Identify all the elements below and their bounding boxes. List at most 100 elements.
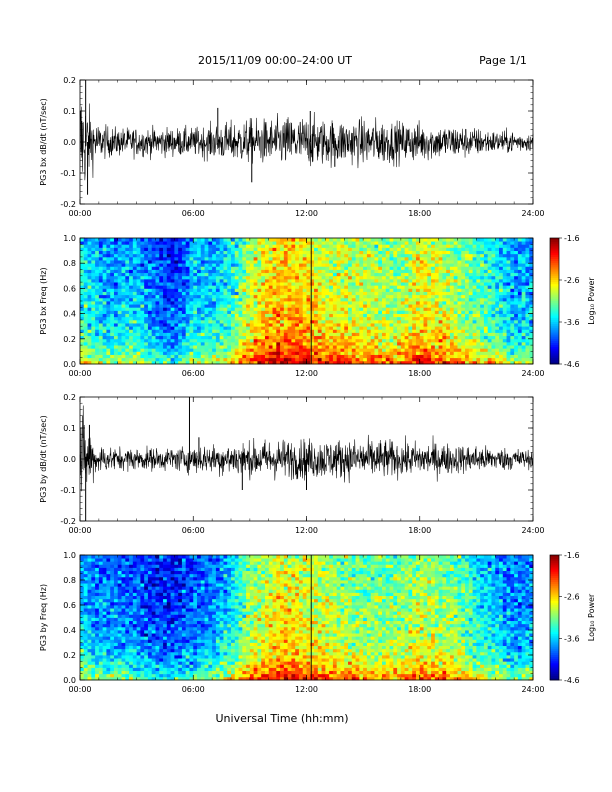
spectrogram-cell — [468, 329, 473, 333]
spectrogram-cell — [91, 241, 96, 245]
spectrogram-cell — [423, 244, 428, 248]
spectrogram-cell — [121, 282, 126, 286]
spectrogram-cell — [457, 307, 462, 311]
spectrogram-cell — [185, 360, 190, 365]
spectrogram-cell — [310, 244, 315, 248]
spectrogram-cell — [197, 348, 202, 352]
spectrogram-cell — [510, 266, 515, 270]
spectrogram-cell — [514, 357, 519, 362]
spectrogram-cell — [374, 291, 379, 296]
spectrogram-cell — [253, 348, 258, 352]
spectrogram-cell — [514, 319, 519, 324]
spectrogram-cell — [264, 348, 270, 352]
colorbar-cell — [550, 263, 559, 266]
spectrogram-cell — [197, 253, 202, 258]
spectrogram-cell — [521, 244, 526, 248]
spectrogram-cell — [374, 357, 379, 362]
spectrogram-cell — [140, 266, 145, 270]
spectrogram-cell — [110, 345, 115, 349]
spectrogram-cell — [400, 256, 406, 261]
spectrogram-cell — [163, 263, 168, 267]
spectrogram-cell — [385, 260, 390, 264]
spectrogram-cell — [246, 244, 251, 248]
spectrogram-cell — [170, 335, 175, 340]
spectrogram-cell — [212, 354, 217, 359]
spectrogram-cell — [415, 297, 421, 302]
spectrogram-cell — [166, 278, 171, 283]
spectrogram-cell — [185, 357, 190, 362]
spectrogram-cell — [366, 291, 372, 296]
spectrogram-cell — [98, 310, 104, 314]
spectrogram-cell — [106, 272, 111, 277]
spectrogram-cell — [178, 294, 183, 299]
spectrogram-cell — [431, 316, 436, 321]
spectrogram-cell — [231, 256, 236, 261]
spectrogram-cell — [400, 263, 406, 267]
spectrogram-cell — [185, 244, 190, 248]
spectrogram-cell — [306, 360, 311, 365]
spectrogram-cell — [465, 250, 470, 255]
spectrogram-cell — [499, 301, 504, 305]
spectrogram-cell — [359, 247, 364, 251]
spectrogram-cell — [95, 294, 100, 299]
spectrogram-cell — [95, 348, 100, 352]
spectrogram-cell — [264, 241, 270, 245]
spectrogram-cell — [378, 338, 383, 343]
spectrogram-cell — [415, 310, 421, 314]
spectrogram-cell — [491, 291, 496, 296]
spectrogram-cell — [83, 348, 88, 352]
spectrogram-cell — [314, 319, 319, 324]
spectrogram-cell — [499, 304, 504, 308]
spectrogram-cell — [298, 326, 304, 330]
spectrogram-cell — [366, 345, 372, 349]
spectrogram-cell — [181, 313, 187, 318]
spectrogram-cell — [514, 282, 519, 286]
spectrogram-cell — [472, 329, 477, 333]
spectrogram-cell — [457, 260, 462, 264]
spectrogram-cell — [378, 354, 383, 359]
spectrogram-cell — [491, 316, 496, 321]
spectrogram-cell — [264, 310, 270, 314]
spectrogram-cell — [332, 341, 338, 346]
spectrogram-cell — [389, 282, 394, 286]
spectrogram-cell — [231, 319, 236, 324]
spectrogram-cell — [106, 335, 111, 340]
spectrogram-cell — [246, 351, 251, 355]
spectrogram-cell — [446, 256, 451, 261]
colorbar-cell — [550, 248, 559, 251]
spectrogram-cell — [238, 323, 243, 327]
spectrogram-cell — [521, 266, 526, 270]
spectrogram-cell — [276, 307, 281, 311]
spectrogram-cell — [95, 244, 100, 248]
spectrogram-cell — [389, 238, 394, 242]
spectrogram-cell — [525, 304, 530, 308]
spectrogram-cell — [529, 285, 534, 289]
spectrogram-cell — [397, 244, 402, 248]
spectrogram-cell — [355, 310, 360, 314]
spectrogram-cell — [166, 357, 171, 362]
spectrogram-cell — [163, 297, 168, 302]
spectrogram-cell — [249, 351, 255, 355]
spectrogram-cell — [321, 335, 326, 340]
spectrogram-cell — [408, 291, 413, 296]
spectrogram-cell — [212, 357, 217, 362]
spectrogram-cell — [442, 345, 447, 349]
spectrogram-cell — [514, 341, 519, 346]
spectrogram-cell — [517, 288, 523, 292]
spectrogram-cell — [178, 288, 183, 292]
spectrogram-cell — [438, 348, 443, 352]
spectrogram-cell — [268, 285, 273, 289]
spectrogram-cell — [227, 329, 232, 333]
spectrogram-cell — [200, 288, 205, 292]
spectrogram-cell — [136, 282, 141, 286]
spectrogram-cell — [166, 329, 171, 333]
spectrogram-cell — [170, 304, 175, 308]
spectrogram-cell — [80, 238, 85, 242]
spectrogram-cell — [257, 294, 262, 299]
spectrogram-cell — [521, 260, 526, 264]
spectrogram-cell — [453, 291, 458, 296]
spectrogram-cell — [136, 288, 141, 292]
spectrogram-cell — [159, 288, 164, 292]
spectrogram-cell — [344, 332, 349, 337]
spectrogram-cell — [159, 323, 164, 327]
